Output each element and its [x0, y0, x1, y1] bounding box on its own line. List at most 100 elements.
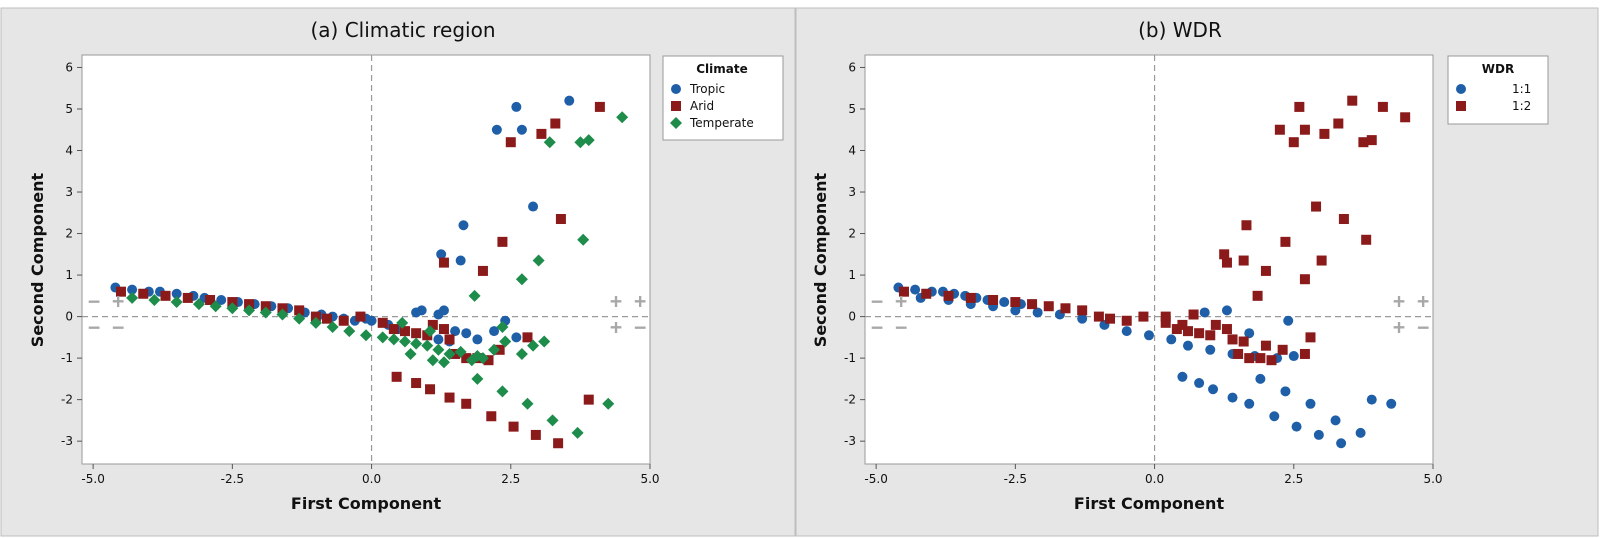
legend-label-arid: Arid	[690, 99, 714, 113]
point-arid	[508, 421, 519, 432]
point-1-1	[1330, 415, 1341, 426]
point-temperate	[496, 320, 509, 333]
point-temperate	[454, 345, 467, 358]
panel-b-x-axis-label: First Component	[1074, 494, 1225, 513]
point-1-1	[1010, 305, 1021, 316]
point-1-1	[1221, 305, 1232, 316]
point-tropic	[511, 332, 522, 343]
point-temperate	[209, 300, 222, 313]
point-temperate	[471, 350, 484, 363]
point-tropic	[491, 124, 502, 135]
point-1-2	[1077, 305, 1088, 316]
point-1-2	[1043, 301, 1054, 312]
point-tropic	[511, 101, 522, 112]
point-temperate	[398, 335, 411, 348]
panel-a-quadrant-bottom-right: + −	[610, 315, 646, 339]
point-1-2	[1400, 112, 1411, 123]
point-arid	[438, 324, 449, 335]
point-temperate	[577, 233, 590, 246]
x-tick-label: -5.0	[864, 472, 887, 486]
point-1-2	[1266, 355, 1277, 366]
point-temperate	[421, 339, 434, 352]
point-1-2	[1288, 137, 1299, 148]
point-tropic	[433, 334, 444, 345]
point-arid	[530, 429, 541, 440]
point-1-2	[988, 294, 999, 305]
point-1-2	[1260, 340, 1271, 351]
point-arid	[411, 328, 422, 339]
point-tropic	[436, 249, 447, 260]
point-1-2	[1361, 234, 1372, 245]
point-1-1	[1366, 394, 1377, 405]
point-temperate	[521, 397, 534, 410]
point-temperate	[387, 333, 400, 346]
point-tropic	[564, 95, 575, 106]
point-1-1	[1227, 392, 1238, 403]
point-1-1	[1205, 344, 1216, 355]
point-temperate	[468, 289, 481, 302]
point-1-1	[1194, 378, 1205, 389]
point-temperate	[170, 296, 183, 309]
point-temperate	[488, 343, 501, 356]
point-arid	[536, 128, 547, 139]
panel-b-legend-title: WDR	[1482, 62, 1514, 76]
point-arid	[277, 303, 288, 314]
point-arid	[160, 290, 171, 301]
point-arid	[205, 294, 216, 305]
y-tick-label: 6	[65, 60, 73, 74]
point-1-2	[1121, 315, 1132, 326]
point-arid	[583, 394, 594, 405]
panel-a-quadrant-top-left: − +	[88, 289, 124, 313]
point-tropic	[416, 305, 427, 316]
point-1-2	[1347, 95, 1358, 106]
panel-b: (b) WDR -5.0 -2.5 0.0 2.5 5.0 -3 -2 -1 0 1 2 3 4 5 6 F…	[795, 7, 1599, 537]
point-temperate	[243, 304, 256, 317]
point-arid	[310, 311, 321, 322]
point-1-1	[1166, 334, 1177, 345]
point-1-1	[1305, 398, 1316, 409]
panel-a-legend-title: Climate	[696, 62, 748, 76]
point-1-1	[1199, 307, 1210, 318]
point-1-2	[1219, 249, 1230, 260]
y-tick-label: -1	[844, 351, 856, 365]
point-arid	[594, 101, 605, 112]
point-1-1	[1177, 371, 1188, 382]
y-tick-label: 1	[65, 268, 73, 282]
point-1-2	[1205, 330, 1216, 341]
point-tropic	[216, 294, 227, 305]
point-temperate	[499, 335, 512, 348]
point-tropic	[366, 315, 377, 326]
point-1-2	[1319, 128, 1330, 139]
point-1-2	[1366, 135, 1377, 146]
point-arid	[550, 118, 561, 129]
point-temperate	[276, 308, 289, 321]
point-temperate	[443, 347, 456, 360]
point-1-2	[1221, 257, 1232, 268]
y-tick-label: 5	[65, 102, 73, 116]
point-arid	[411, 378, 422, 389]
point-temperate	[148, 293, 161, 306]
point-1-2	[1299, 124, 1310, 135]
point-arid	[522, 332, 533, 343]
legend-label-wdr-1-1: 1:1	[1512, 82, 1531, 96]
point-1-1	[1288, 351, 1299, 362]
point-temperate	[527, 339, 540, 352]
y-tick-label: 2	[65, 227, 73, 241]
point-temperate	[376, 331, 389, 344]
legend-label-wdr-1-2: 1:2	[1512, 99, 1531, 113]
point-1-1	[1255, 373, 1266, 384]
point-arid	[391, 371, 402, 382]
point-temperate	[360, 329, 372, 342]
point-1-1	[999, 297, 1010, 308]
point-1-2	[943, 290, 954, 301]
legend-marker-arid	[671, 101, 681, 111]
point-arid	[182, 292, 193, 303]
point-temperate	[343, 325, 356, 338]
point-1-2	[1105, 313, 1116, 324]
point-arid	[115, 286, 126, 297]
point-1-2	[965, 292, 976, 303]
y-tick-label: 3	[848, 185, 856, 199]
panel-a: (a) Climatic region -5.0 -2.5 0.0 2.5 5.0-3-…	[0, 7, 796, 537]
point-arid	[338, 315, 349, 326]
panel-a-legend: Climate Tropic Arid Temperate	[662, 55, 784, 141]
